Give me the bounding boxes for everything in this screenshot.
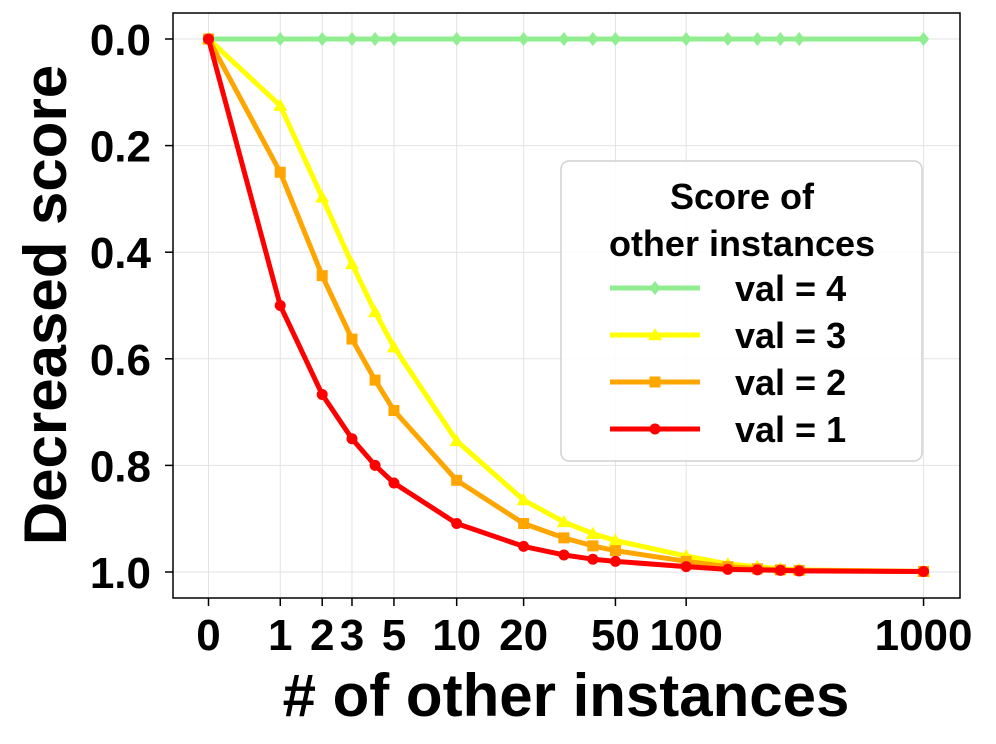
data-point [451, 474, 463, 486]
data-point [388, 405, 400, 417]
data-point [518, 517, 530, 529]
data-point [369, 459, 381, 471]
data-point [680, 32, 692, 46]
data-point [722, 32, 734, 46]
x-tick-label: 5 [382, 611, 406, 660]
legend-entry: val = 4 [610, 268, 846, 309]
legend-entry: val = 2 [610, 362, 846, 403]
series-val-4 [202, 32, 930, 46]
data-point [344, 256, 359, 270]
data-point [587, 32, 599, 46]
data-point [751, 564, 763, 576]
data-point [751, 32, 763, 46]
series-val-1 [203, 33, 930, 577]
legend-title-line-1: Score of [670, 176, 815, 217]
data-point [918, 565, 930, 577]
x-tick-label: 3 [340, 611, 364, 660]
data-point [680, 561, 692, 573]
x-axis-ticks: 0 1 2 3 5 10 20 50 100 1000 [196, 598, 973, 660]
data-point [274, 300, 286, 311]
legend-label: val = 2 [735, 362, 846, 403]
data-point [274, 32, 286, 46]
y-tick-label: 0.6 [90, 336, 151, 385]
data-point [587, 540, 599, 552]
data-point [558, 532, 570, 544]
y-axis-ticks: 0.0 0.2 0.4 0.6 0.8 1.0 [90, 16, 173, 598]
data-point [793, 32, 805, 46]
data-point [558, 549, 570, 561]
legend-marker [648, 328, 662, 341]
data-point [386, 340, 401, 353]
data-point [274, 166, 286, 178]
x-tick-label: 10 [432, 611, 481, 660]
y-axis-label: Decreased score [12, 65, 79, 545]
y-tick-label: 0.8 [90, 442, 151, 491]
data-point [518, 540, 530, 552]
x-tick-label: 1000 [875, 611, 973, 660]
data-point [388, 32, 400, 46]
legend-label: val = 3 [735, 315, 846, 356]
legend-marker [649, 281, 661, 295]
data-point [316, 32, 328, 46]
y-tick-label: 0.2 [90, 123, 151, 172]
x-tick-label: 100 [649, 611, 722, 660]
x-tick-label: 20 [499, 611, 548, 660]
y-tick-label: 1.0 [90, 549, 151, 598]
data-point [316, 389, 328, 401]
data-point [273, 98, 288, 111]
data-point [722, 563, 734, 575]
legend-marker [649, 376, 661, 388]
y-tick-label: 0.4 [90, 229, 152, 278]
data-point [451, 517, 463, 529]
data-point [587, 553, 599, 565]
data-point [516, 493, 531, 506]
data-point [774, 32, 786, 46]
x-tick-label: 1 [268, 611, 292, 660]
data-point [556, 514, 571, 528]
x-tick-label: 0 [196, 611, 220, 660]
data-point [793, 565, 805, 577]
data-point [609, 32, 622, 46]
legend-entry: val = 1 [610, 409, 846, 450]
x-tick-label: 50 [591, 611, 640, 660]
data-point [609, 545, 621, 557]
data-point [917, 32, 930, 46]
data-point [346, 32, 358, 46]
legend-entries: val = 4 val = 3 val = 2 val = 1 [610, 268, 846, 450]
data-point [609, 555, 621, 567]
data-point [558, 32, 570, 46]
plot-area-frame [172, 12, 961, 599]
data-point [346, 433, 358, 445]
series-lines [201, 32, 931, 577]
data-point [315, 190, 330, 203]
data-point [368, 304, 383, 318]
data-point [451, 32, 463, 46]
data-point [608, 533, 623, 546]
data-point [316, 270, 328, 282]
data-point [449, 433, 464, 447]
data-point [369, 374, 381, 386]
data-point [774, 564, 786, 576]
data-point [518, 32, 530, 46]
legend-title-line-2: other instances [609, 223, 875, 264]
data-point [203, 33, 214, 45]
y-tick-label: 0.0 [90, 16, 151, 65]
legend-label: val = 1 [735, 409, 846, 450]
data-point [388, 477, 400, 489]
legend-marker [649, 423, 661, 435]
legend-entry: val = 3 [610, 315, 846, 356]
x-tick-label: 2 [310, 611, 334, 660]
x-axis-label: # of other instances [283, 662, 850, 729]
data-point [585, 526, 600, 539]
legend-label: val = 4 [735, 268, 846, 309]
data-point [369, 32, 381, 46]
data-point [346, 333, 358, 345]
